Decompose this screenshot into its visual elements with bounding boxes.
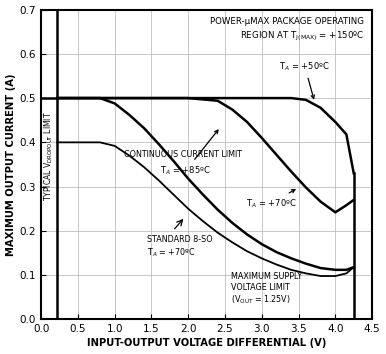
Text: CONTINUOUS CURRENT LIMIT: CONTINUOUS CURRENT LIMIT (124, 150, 242, 159)
Text: POWER-μMAX PACKAGE OPERATING
REGION AT T$_\mathregular{J(MAX)}$ = +150ºC: POWER-μMAX PACKAGE OPERATING REGION AT T… (210, 17, 364, 43)
Text: MAXIMUM SUPPLY
VOLTAGE LIMIT
(V$_\mathregular{OUT}$ = 1.25V): MAXIMUM SUPPLY VOLTAGE LIMIT (V$_\mathre… (231, 273, 302, 306)
Text: STANDARD 8-SO
T$_A$ = +70ºC: STANDARD 8-SO T$_A$ = +70ºC (147, 235, 213, 259)
Text: T$_A$ = +85ºC: T$_A$ = +85ºC (160, 130, 218, 177)
Text: T$_A$ = +50ºC: T$_A$ = +50ºC (279, 60, 330, 98)
Text: T$_A$ = +70ºC: T$_A$ = +70ºC (245, 190, 296, 210)
Y-axis label: MAXIMUM OUTPUT CURRENT (A): MAXIMUM OUTPUT CURRENT (A) (5, 73, 15, 256)
X-axis label: INPUT-OUTPUT VOLTAGE DIFFERENTIAL (V): INPUT-OUTPUT VOLTAGE DIFFERENTIAL (V) (87, 338, 326, 348)
Text: TYPICAL V$_\mathregular{DROPOUT}$ LIMIT: TYPICAL V$_\mathregular{DROPOUT}$ LIMIT (42, 111, 55, 201)
